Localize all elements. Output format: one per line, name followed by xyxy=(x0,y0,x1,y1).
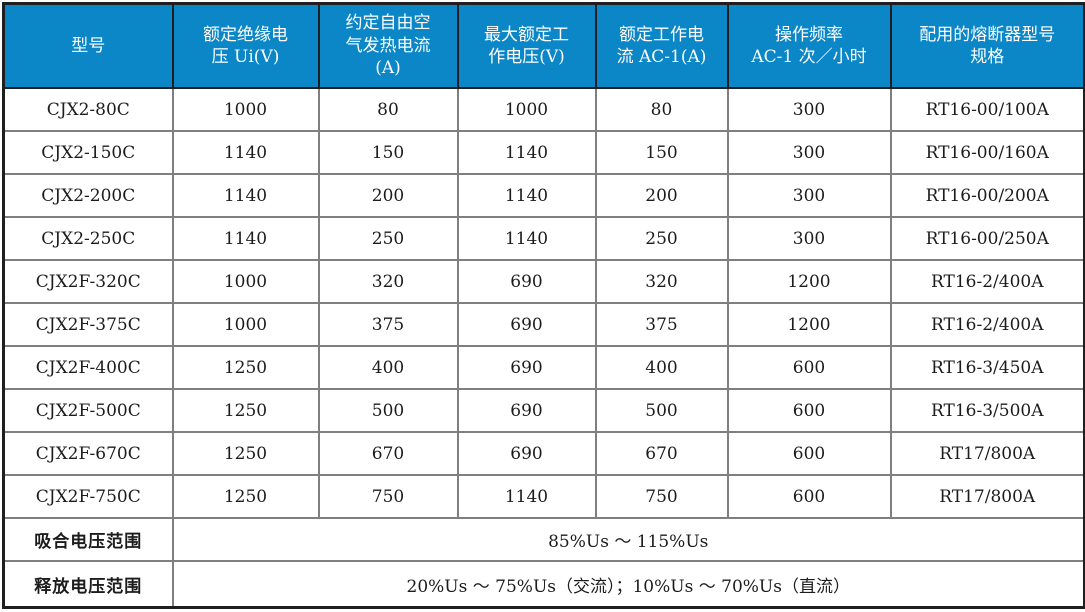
pickup-voltage-value: 85%Us ～ 115%Us xyxy=(171,517,1085,562)
value-cell: 1200 xyxy=(726,259,892,304)
table-row: CJX2-250C 1140 250 1140 250 300 RT16-00/250A xyxy=(2,216,1085,261)
header-cell-op-frequency: 操作频率 AC-1 次／小时 xyxy=(726,2,892,89)
value-cell: 500 xyxy=(594,388,729,433)
pickup-voltage-label: 吸合电压范围 xyxy=(2,517,174,562)
value-cell: 1000 xyxy=(171,302,320,347)
release-voltage-row: 释放电压范围 20%Us ～ 75%Us（交流）；10%Us ～ 70%Us（直… xyxy=(2,560,1085,609)
value-cell: 80 xyxy=(594,87,729,132)
value-cell: 1000 xyxy=(171,87,320,132)
model-cell: CJX2F-400C xyxy=(2,345,174,390)
value-cell: 200 xyxy=(317,173,459,218)
table-row: CJX2F-400C 1250 400 690 400 600 RT16-3/450A xyxy=(2,345,1085,390)
value-cell: 750 xyxy=(317,474,459,519)
table-row: CJX2F-670C 1250 670 690 670 600 RT17/800A xyxy=(2,431,1085,476)
value-cell: 1250 xyxy=(171,388,320,433)
value-cell: 1140 xyxy=(171,130,320,175)
value-cell: 1250 xyxy=(171,474,320,519)
value-cell: 600 xyxy=(726,388,892,433)
value-cell: 250 xyxy=(317,216,459,261)
value-cell: RT16-00/160A xyxy=(889,130,1085,175)
value-cell: 690 xyxy=(456,345,597,390)
value-cell: 300 xyxy=(726,87,892,132)
value-cell: 600 xyxy=(726,474,892,519)
value-cell: 150 xyxy=(594,130,729,175)
value-cell: 375 xyxy=(317,302,459,347)
value-cell: 600 xyxy=(726,345,892,390)
value-cell: 1250 xyxy=(171,431,320,476)
value-cell: 200 xyxy=(594,173,729,218)
value-cell: 500 xyxy=(317,388,459,433)
value-cell: RT16-00/200A xyxy=(889,173,1085,218)
value-cell: 250 xyxy=(594,216,729,261)
value-cell: 1000 xyxy=(456,87,597,132)
value-cell: 1140 xyxy=(171,173,320,218)
table-row: CJX2-200C 1140 200 1140 200 300 RT16-00/200A xyxy=(2,173,1085,218)
value-cell: 150 xyxy=(317,130,459,175)
header-cell-working-current: 额定工作电 流 AC-1(A) xyxy=(594,2,729,89)
value-cell: 690 xyxy=(456,259,597,304)
model-cell: CJX2-250C xyxy=(2,216,174,261)
value-cell: 1140 xyxy=(456,216,597,261)
table-row: CJX2F-500C 1250 500 690 500 600 RT16-3/500A xyxy=(2,388,1085,433)
value-cell: 690 xyxy=(456,302,597,347)
value-cell: 750 xyxy=(594,474,729,519)
model-cell: CJX2-200C xyxy=(2,173,174,218)
table-row: CJX2-80C 1000 80 1000 80 300 RT16-00/100A xyxy=(2,87,1085,132)
model-cell: CJX2F-750C xyxy=(2,474,174,519)
value-cell: RT16-2/400A xyxy=(889,259,1085,304)
value-cell: RT16-2/400A xyxy=(889,302,1085,347)
value-cell: 300 xyxy=(726,216,892,261)
value-cell: 375 xyxy=(594,302,729,347)
value-cell: 1140 xyxy=(171,216,320,261)
value-cell: 400 xyxy=(317,345,459,390)
pickup-voltage-row: 吸合电压范围 85%Us ～ 115%Us xyxy=(2,517,1085,562)
value-cell: 400 xyxy=(594,345,729,390)
value-cell: 300 xyxy=(726,130,892,175)
value-cell: 80 xyxy=(317,87,459,132)
model-cell: CJX2F-375C xyxy=(2,302,174,347)
value-cell: RT16-00/250A xyxy=(889,216,1085,261)
table-row: CJX2F-375C 1000 375 690 375 1200 RT16-2/400A xyxy=(2,302,1085,347)
table-footer: 吸合电压范围 85%Us ～ 115%Us 释放电压范围 20%Us ～ 75%… xyxy=(2,517,1085,609)
model-cell: CJX2-80C xyxy=(2,87,174,132)
header-cell-fuse-spec: 配用的熔断器型号 规格 xyxy=(889,2,1085,89)
value-cell: 1000 xyxy=(171,259,320,304)
header-cell-insulation-volt: 额定绝缘电 压 Ui(V) xyxy=(171,2,320,89)
value-cell: RT16-00/100A xyxy=(889,87,1085,132)
table-row: CJX2-150C 1140 150 1140 150 300 RT16-00/160A xyxy=(2,130,1085,175)
header-cell-max-volt: 最大额定工 作电压(V) xyxy=(456,2,597,89)
value-cell: 1140 xyxy=(456,173,597,218)
value-cell: 1250 xyxy=(171,345,320,390)
table-header-row: 型号 额定绝缘电 压 Ui(V) 约定自由空 气发热电流 (A) 最大额定工 作… xyxy=(2,2,1085,89)
value-cell: 1140 xyxy=(456,130,597,175)
table-row: CJX2F-320C 1000 320 690 320 1200 RT16-2/400A xyxy=(2,259,1085,304)
release-voltage-value: 20%Us ～ 75%Us（交流）；10%Us ～ 70%Us（直流） xyxy=(171,560,1085,609)
model-cell: CJX2-150C xyxy=(2,130,174,175)
table-row: CJX2F-750C 1250 750 1140 750 600 RT17/800A xyxy=(2,474,1085,519)
model-cell: CJX2F-320C xyxy=(2,259,174,304)
value-cell: RT17/800A xyxy=(889,474,1085,519)
release-voltage-label: 释放电压范围 xyxy=(2,560,174,609)
value-cell: 690 xyxy=(456,431,597,476)
value-cell: 600 xyxy=(726,431,892,476)
value-cell: 1200 xyxy=(726,302,892,347)
model-cell: CJX2F-670C xyxy=(2,431,174,476)
table-header: 型号 额定绝缘电 压 Ui(V) 约定自由空 气发热电流 (A) 最大额定工 作… xyxy=(2,2,1085,89)
model-cell: CJX2F-500C xyxy=(2,388,174,433)
value-cell: 690 xyxy=(456,388,597,433)
value-cell: 670 xyxy=(594,431,729,476)
header-cell-thermal-current: 约定自由空 气发热电流 (A) xyxy=(317,2,459,89)
value-cell: 670 xyxy=(317,431,459,476)
value-cell: 300 xyxy=(726,173,892,218)
table-body: CJX2-80C 1000 80 1000 80 300 RT16-00/100A CJX2-… xyxy=(2,87,1085,519)
value-cell: 320 xyxy=(317,259,459,304)
value-cell: RT16-3/450A xyxy=(889,345,1085,390)
value-cell: RT17/800A xyxy=(889,431,1085,476)
value-cell: 320 xyxy=(594,259,729,304)
header-cell-model: 型号 xyxy=(2,2,174,89)
value-cell: RT16-3/500A xyxy=(889,388,1085,433)
value-cell: 1140 xyxy=(456,474,597,519)
